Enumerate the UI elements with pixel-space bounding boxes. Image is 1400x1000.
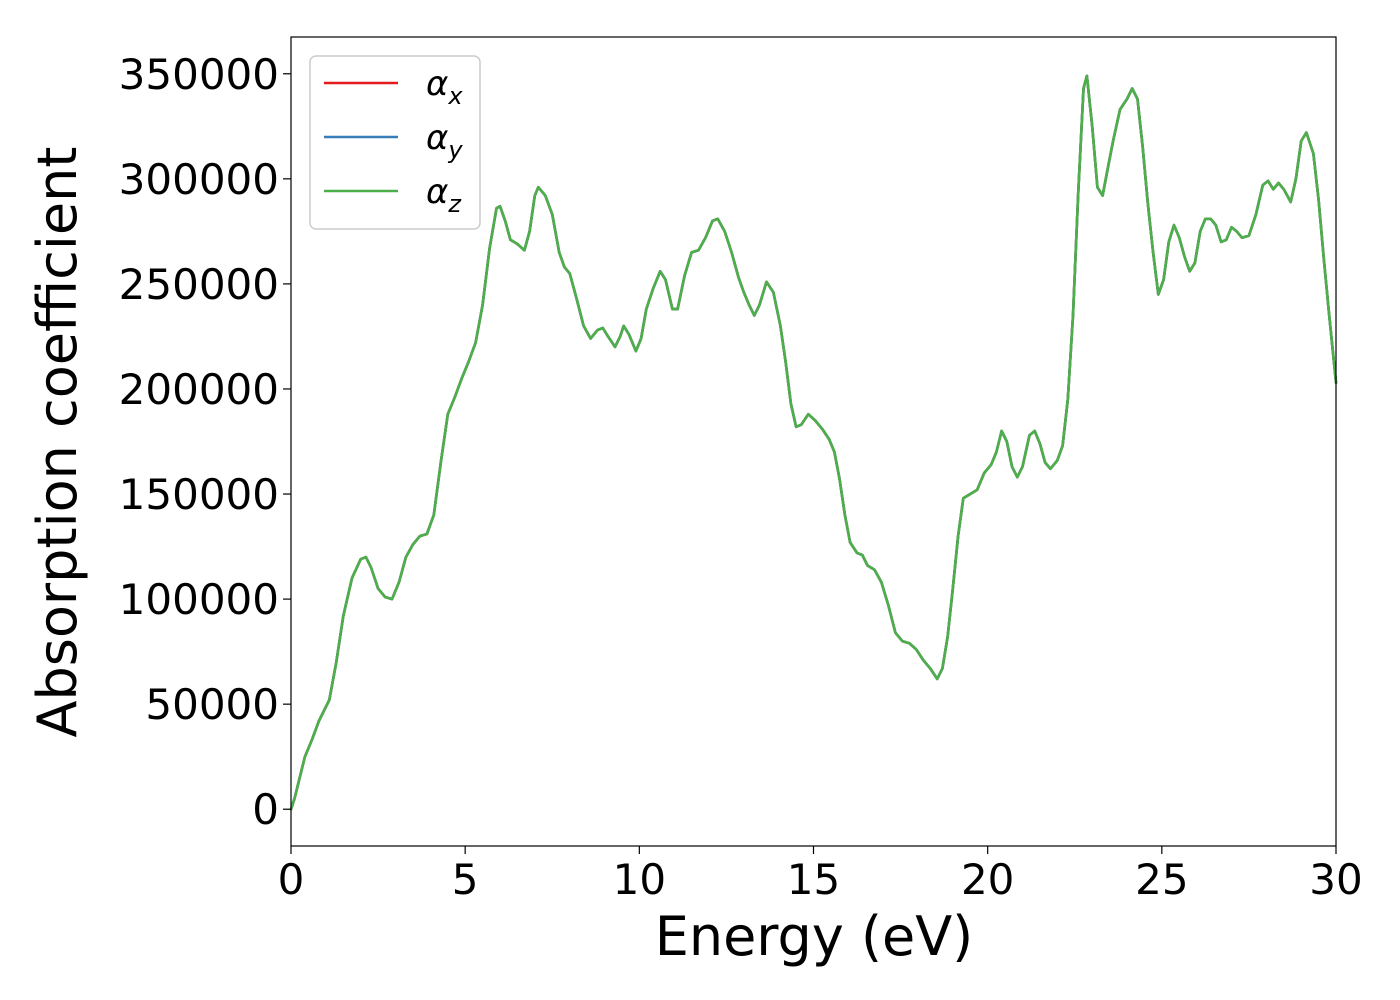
legend-label-x: αx	[426, 64, 463, 110]
y-tick-label: 200000	[119, 365, 279, 414]
x-tick-label: 15	[787, 855, 840, 904]
x-tick-label: 25	[1135, 855, 1188, 904]
x-tick-label: 30	[1309, 855, 1362, 904]
y-tick-label: 100000	[119, 575, 279, 624]
axes-layer: 0 5 10 15 20 25 30 0 50000 100000 150000 200000 2500…	[119, 36, 1363, 904]
y-tick-label: 0	[252, 785, 279, 834]
x-tick-label: 20	[961, 855, 1014, 904]
legend: αx αy αz	[309, 55, 481, 230]
legend-box	[309, 55, 481, 230]
x-tick-label: 10	[613, 855, 666, 904]
y-tick-label: 150000	[119, 470, 279, 519]
x-tick-label: 0	[278, 855, 305, 904]
y-axis-title: Absorption coefficient	[26, 147, 89, 738]
legend-label-z: αz	[426, 172, 462, 218]
y-tick-label: 350000	[119, 50, 279, 99]
series-line-z	[289, 74, 1338, 811]
legend-label-y: αy	[426, 118, 463, 164]
series-layer	[289, 74, 1338, 811]
x-tick-label: 5	[452, 855, 479, 904]
y-tick-label: 300000	[119, 155, 279, 204]
y-tick-label: 50000	[145, 680, 279, 729]
x-axis-title: Energy (eV)	[655, 905, 974, 968]
y-tick-label: 250000	[119, 260, 279, 309]
